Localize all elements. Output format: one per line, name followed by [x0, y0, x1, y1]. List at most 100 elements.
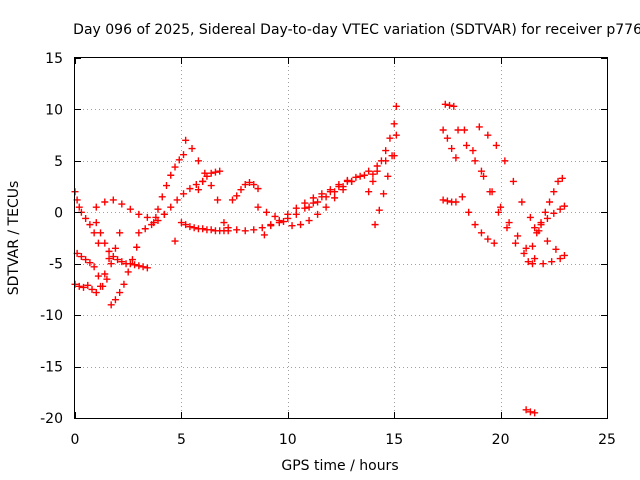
- data-point: [180, 151, 188, 159]
- data-point: [552, 245, 560, 253]
- data-point: [335, 181, 343, 189]
- data-point: [126, 260, 134, 268]
- data-point: [382, 147, 390, 155]
- y-tick-label: 10: [45, 102, 63, 118]
- series-arc-a: [71, 255, 113, 297]
- series-arc-h: [150, 151, 188, 227]
- data-point: [233, 226, 241, 234]
- data-point: [533, 229, 541, 237]
- data-point: [99, 282, 107, 290]
- data-point: [548, 258, 556, 266]
- data-point: [463, 141, 471, 149]
- data-point: [75, 203, 83, 211]
- series-arc-i: [177, 219, 232, 235]
- data-point: [380, 190, 388, 198]
- data-point: [260, 231, 268, 239]
- data-point: [556, 255, 564, 263]
- data-point: [75, 282, 83, 290]
- data-point: [203, 172, 211, 180]
- data-point: [522, 244, 530, 252]
- series-arc-o: [267, 170, 377, 229]
- data-point: [105, 247, 113, 255]
- data-point: [314, 210, 322, 218]
- data-point: [326, 186, 334, 194]
- data-point: [101, 270, 109, 278]
- x-axis-label: GPS time / hours: [281, 458, 398, 474]
- data-point: [518, 198, 526, 206]
- data-point: [537, 221, 545, 229]
- data-point: [446, 101, 454, 109]
- data-point: [92, 289, 100, 297]
- data-point: [369, 170, 377, 178]
- series-arc-j: [182, 136, 228, 227]
- data-point: [450, 102, 458, 110]
- data-point: [331, 188, 339, 196]
- data-point: [207, 182, 215, 190]
- data-point: [254, 203, 262, 211]
- x-tick-label: 20: [492, 432, 510, 448]
- data-point: [284, 210, 292, 218]
- data-point: [392, 102, 400, 110]
- data-point: [150, 219, 158, 227]
- data-point: [101, 198, 109, 206]
- data-point: [135, 229, 143, 237]
- data-point: [109, 196, 117, 204]
- data-point: [543, 214, 551, 222]
- data-point: [82, 214, 90, 222]
- data-point: [301, 199, 309, 207]
- data-point: [207, 169, 215, 177]
- data-point: [439, 196, 447, 204]
- data-point: [541, 208, 549, 216]
- data-point: [241, 181, 249, 189]
- data-point: [116, 289, 124, 297]
- data-point: [292, 210, 300, 218]
- data-point: [526, 213, 534, 221]
- data-point: [126, 205, 134, 213]
- data-point: [529, 242, 537, 250]
- data-point: [107, 260, 115, 268]
- data-point: [86, 259, 94, 267]
- data-point: [492, 141, 500, 149]
- data-point: [524, 258, 532, 266]
- data-point: [388, 152, 396, 160]
- series-arc-d: [107, 243, 141, 309]
- data-point: [111, 296, 119, 304]
- data-point: [443, 197, 451, 205]
- data-point: [267, 221, 275, 229]
- data-point: [309, 194, 317, 202]
- data-point: [550, 188, 558, 196]
- data-point: [377, 157, 385, 165]
- series-arc-r: [371, 131, 400, 229]
- data-point: [522, 406, 530, 414]
- y-tick-label: -20: [40, 411, 63, 427]
- data-point: [486, 188, 494, 196]
- y-tick-label: -15: [40, 360, 63, 376]
- data-point: [237, 186, 245, 194]
- data-point: [452, 198, 460, 206]
- data-point: [163, 182, 171, 190]
- data-point: [258, 224, 266, 232]
- series-arc-ac: [171, 231, 268, 245]
- data-point: [80, 283, 88, 291]
- data-point: [141, 225, 149, 233]
- data-point: [390, 120, 398, 128]
- data-point: [199, 225, 207, 233]
- data-point: [207, 226, 215, 234]
- data-point: [560, 202, 568, 210]
- data-point: [182, 136, 190, 144]
- data-point: [490, 239, 498, 247]
- data-point: [101, 239, 109, 247]
- data-point: [94, 272, 102, 280]
- series-arc-u: [439, 196, 460, 206]
- data-point: [118, 200, 126, 208]
- data-point: [199, 177, 207, 185]
- data-point: [305, 217, 313, 225]
- series-arc-s: [441, 100, 458, 110]
- data-point: [460, 126, 468, 134]
- data-point: [160, 210, 168, 218]
- data-point: [94, 239, 102, 247]
- data-point: [339, 183, 347, 191]
- data-point: [531, 224, 539, 232]
- data-point: [263, 208, 271, 216]
- data-point: [554, 177, 562, 185]
